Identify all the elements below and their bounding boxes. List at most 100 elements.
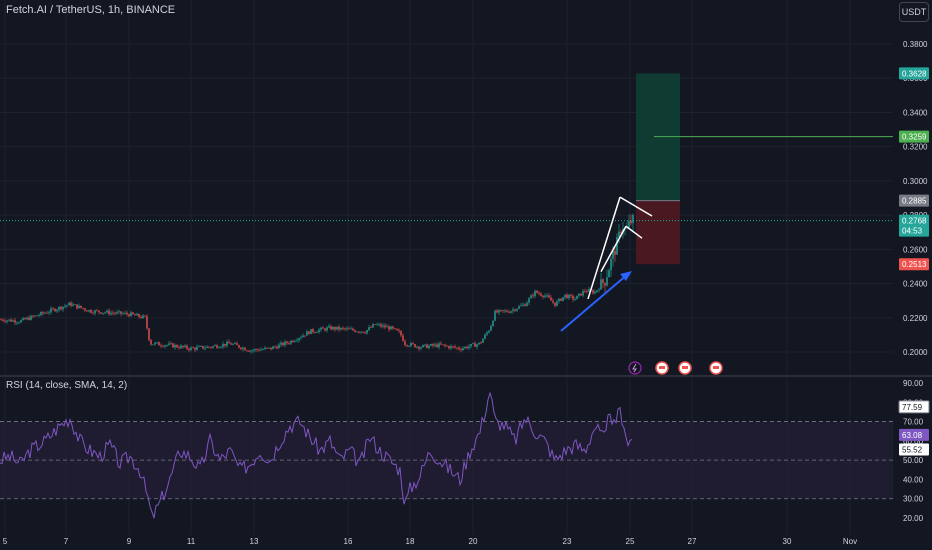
candle <box>300 337 302 339</box>
candle <box>494 310 496 321</box>
rsi-indicator-title[interactable]: RSI (14, close, SMA, 14, 2) <box>6 380 128 391</box>
candle <box>88 310 90 312</box>
candle <box>358 331 360 333</box>
rsi-upper-box <box>898 400 930 414</box>
last-price-box <box>899 214 929 237</box>
candle <box>160 345 162 347</box>
candle <box>448 346 450 349</box>
candle <box>48 312 50 314</box>
candle <box>138 313 140 317</box>
candle <box>130 312 132 317</box>
candle <box>540 293 542 296</box>
candle <box>252 350 254 352</box>
candle <box>248 350 250 352</box>
candle <box>604 283 606 286</box>
candle <box>288 343 290 344</box>
candle <box>272 346 274 350</box>
candle <box>316 332 318 333</box>
candle <box>386 326 388 328</box>
price-tick-label: 0.3400 <box>903 108 928 117</box>
candle <box>610 258 612 271</box>
candle <box>298 338 300 341</box>
symbol-title[interactable]: Fetch.AI / TetherUS, 1h, BINANCE <box>6 4 176 16</box>
candle <box>96 310 98 312</box>
candle <box>2 319 4 321</box>
candle <box>10 319 12 322</box>
candle <box>120 311 122 314</box>
candle <box>340 327 342 330</box>
flag-pattern-line <box>587 196 621 300</box>
candle <box>276 346 278 349</box>
candle <box>226 341 228 346</box>
candle <box>330 326 332 330</box>
candle <box>356 331 358 333</box>
event-icons[interactable] <box>628 361 723 375</box>
entry-price-label: 0.2885 <box>902 197 927 206</box>
candle <box>64 305 66 307</box>
candle <box>168 343 170 345</box>
candle <box>550 297 552 301</box>
candle <box>384 325 386 328</box>
candle <box>630 220 632 224</box>
candle <box>242 347 244 350</box>
candle <box>216 345 218 348</box>
candle <box>464 346 466 349</box>
candle <box>334 327 336 330</box>
candle <box>66 305 68 307</box>
candle <box>608 270 610 278</box>
candle <box>414 344 416 348</box>
candle <box>514 309 516 311</box>
candle <box>56 309 58 312</box>
earnings-icon-mark <box>682 366 688 369</box>
candle <box>572 295 574 300</box>
candle <box>98 310 100 313</box>
candle <box>424 344 426 346</box>
candle <box>392 326 394 329</box>
time-tick-label: Nov <box>843 537 857 546</box>
candle <box>214 345 216 347</box>
trend-arrow-line <box>560 273 629 332</box>
candle <box>430 344 432 346</box>
candle <box>462 348 464 351</box>
candle <box>260 349 262 351</box>
candle <box>212 346 214 348</box>
candle <box>80 305 82 308</box>
candle <box>538 292 540 294</box>
candle <box>90 310 92 313</box>
candle <box>600 279 602 290</box>
candle <box>326 327 328 331</box>
candle <box>258 349 260 351</box>
candle <box>290 340 292 344</box>
candle <box>602 279 604 284</box>
flag-pattern-line <box>625 225 643 239</box>
candle <box>70 302 72 306</box>
target-price-label: 0.3628 <box>902 69 927 78</box>
candle <box>380 324 382 327</box>
candle <box>104 312 106 314</box>
currency-button[interactable]: USDT <box>899 2 929 22</box>
candle <box>190 347 192 351</box>
candle <box>332 327 334 330</box>
candle <box>108 310 110 315</box>
candle <box>486 332 488 335</box>
candle <box>76 304 78 309</box>
candle <box>186 345 188 349</box>
candle <box>106 310 108 313</box>
lightning-bolt <box>632 363 637 373</box>
candle <box>134 314 136 316</box>
flag-pattern-line <box>619 196 653 217</box>
time-axis[interactable]: 5 7 9 11 13 16 18 20 23 25 27 30 Nov <box>3 537 857 546</box>
candle <box>102 312 104 314</box>
candle <box>370 327 372 329</box>
drawings[interactable] <box>560 196 653 332</box>
candle <box>516 308 518 311</box>
candle <box>194 347 196 350</box>
candle <box>68 302 70 306</box>
candle <box>218 347 220 349</box>
candle <box>472 343 474 345</box>
rsi-tick-label: 30.00 <box>903 495 924 504</box>
candle <box>204 347 206 349</box>
rsi-tick-label: 20.00 <box>903 514 924 523</box>
candle <box>148 328 150 341</box>
